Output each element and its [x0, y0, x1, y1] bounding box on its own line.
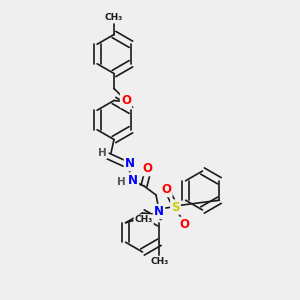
Text: S: S: [171, 200, 180, 214]
Text: CH₃: CH₃: [134, 215, 153, 224]
Text: N: N: [154, 205, 164, 218]
Text: N: N: [128, 173, 138, 187]
Text: CH₃: CH₃: [150, 257, 169, 266]
Text: O: O: [161, 183, 172, 196]
Text: H: H: [117, 176, 126, 187]
Text: N: N: [125, 157, 135, 170]
Text: H: H: [98, 148, 106, 158]
Text: O: O: [179, 218, 190, 231]
Text: O: O: [121, 94, 131, 107]
Text: CH₃: CH₃: [105, 14, 123, 22]
Text: O: O: [142, 162, 152, 175]
